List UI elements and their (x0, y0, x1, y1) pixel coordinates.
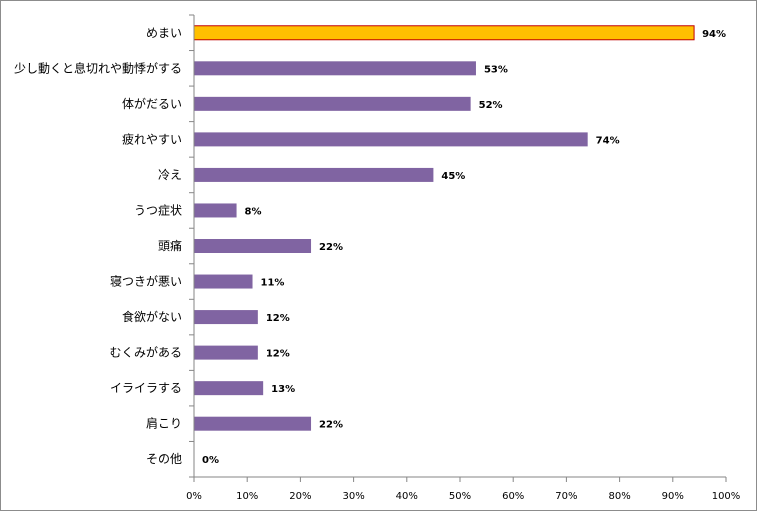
data-label-12: 0% (202, 455, 219, 466)
category-label-12: その他 (146, 452, 182, 466)
category-label-9: むくみがある (110, 345, 182, 360)
bar-2 (194, 96, 471, 111)
x-tick-label-1: 10% (236, 491, 258, 502)
bar-0 (193, 25, 695, 41)
x-tick-label-8: 80% (608, 491, 630, 502)
category-label-3: 疲れやすい (122, 131, 182, 146)
category-label-8: 食欲がない (122, 309, 182, 324)
bar-10 (194, 381, 264, 396)
bars-layer (193, 25, 695, 431)
bar-3 (194, 132, 588, 147)
data-label-8: 12% (266, 313, 290, 324)
category-label-11: 肩こり (146, 416, 182, 431)
category-label-1: 少し動くと息切れや動悸がする (14, 60, 182, 75)
x-tick-label-5: 50% (449, 491, 471, 502)
category-label-7: 寝つきが悪い (110, 274, 182, 289)
x-tick-label-10: 100% (712, 491, 741, 502)
bar-1 (194, 61, 476, 76)
data-label-9: 12% (266, 349, 290, 360)
data-label-4: 45% (441, 171, 465, 182)
data-label-2: 52% (479, 100, 503, 111)
bar-6 (194, 239, 312, 253)
data-label-0: 94% (702, 29, 726, 40)
data-label-6: 22% (319, 242, 343, 253)
category-label-5: うつ症状 (134, 202, 182, 217)
x-tick-label-4: 40% (396, 491, 418, 502)
x-tick-label-9: 90% (662, 491, 684, 502)
data-label-3: 74% (596, 135, 620, 146)
axes (189, 14, 727, 482)
bar-5 (194, 203, 237, 218)
labels-layer: めまい 94% 少し動くと息切れや動悸がする 53% 体がだるい 52% 疲れやすい 74% 冷… (14, 26, 740, 502)
bar-7 (194, 274, 253, 289)
category-label-10: イライラする (110, 381, 182, 395)
data-label-10: 13% (271, 384, 295, 395)
data-label-11: 22% (319, 420, 343, 431)
bar-4 (194, 167, 434, 182)
x-tick-label-6: 60% (502, 491, 524, 502)
category-label-0: めまい (146, 26, 182, 40)
data-label-7: 11% (261, 278, 285, 289)
category-label-2: 体がだるい (122, 96, 182, 111)
x-tick-label-7: 70% (555, 491, 577, 502)
bar-9 (194, 345, 258, 360)
data-label-1: 53% (484, 64, 508, 75)
data-label-5: 8% (245, 206, 262, 217)
category-label-6: 頭痛 (158, 238, 182, 253)
x-tick-label-0: 0% (186, 491, 202, 502)
bar-8 (194, 310, 258, 325)
bar-11 (194, 416, 312, 431)
category-label-4: 冷え (158, 168, 182, 182)
x-tick-label-3: 30% (342, 491, 364, 502)
x-tick-label-2: 20% (289, 491, 311, 502)
